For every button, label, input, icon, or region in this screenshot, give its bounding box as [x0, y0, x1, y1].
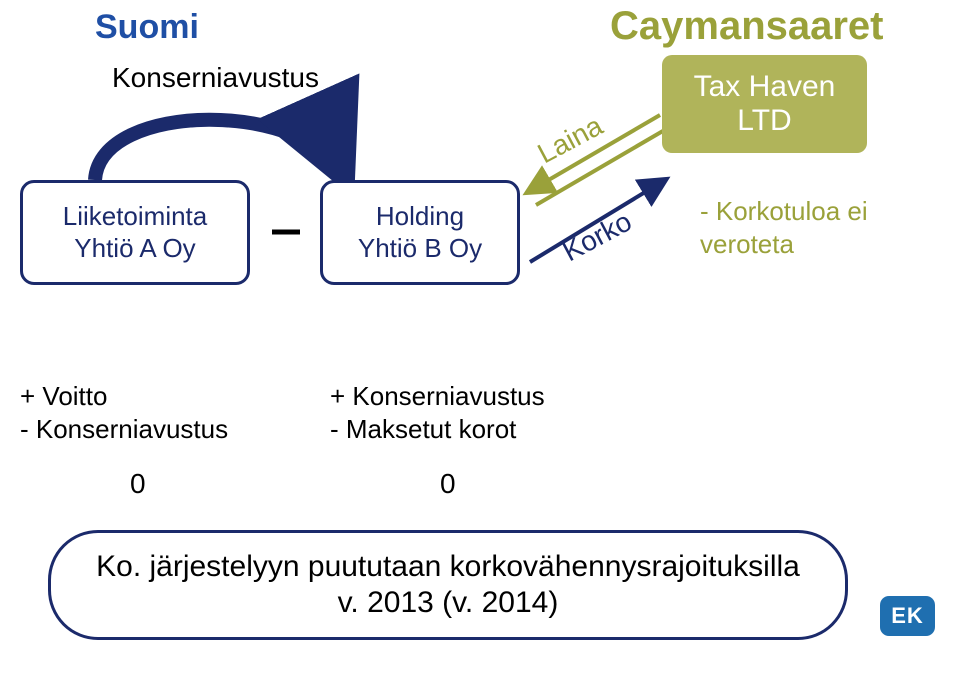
node-holding-label: Holding Yhtiö B Oy [358, 201, 482, 263]
title-cayman: Caymansaaret [610, 4, 884, 49]
calc-left-zero: 0 [130, 468, 146, 500]
label-konserniavustus: Konserniavustus [112, 62, 319, 94]
node-liiketoiminta: Liiketoiminta Yhtiö A Oy [20, 180, 250, 285]
ek-badge: EK [880, 596, 935, 636]
label-korkotulo: - Korkotuloa ei veroteta [700, 195, 868, 260]
node-holding: Holding Yhtiö B Oy [320, 180, 520, 285]
label-korko: Korko [557, 206, 637, 269]
label-laina: Laina [532, 110, 608, 170]
ek-badge-text: EK [891, 603, 924, 629]
calc-left: + Voitto - Konserniavustus [20, 380, 228, 445]
footer-box: Ko. järjestelyyn puututaan korkovähennys… [48, 530, 848, 640]
node-tax-haven: Tax Haven LTD [662, 55, 867, 153]
node-liiketoiminta-label: Liiketoiminta Yhtiö A Oy [63, 201, 208, 263]
calc-left-line2: - Konserniavustus [20, 413, 228, 446]
calc-right-zero: 0 [440, 468, 456, 500]
title-suomi: Suomi [95, 8, 199, 47]
node-tax-haven-label: Tax Haven LTD [694, 70, 836, 139]
arrow-konserniavustus [95, 120, 345, 180]
calc-right-line2: - Maksetut korot [330, 413, 545, 446]
calc-right-line1: + Konserniavustus [330, 380, 545, 413]
calc-left-line1: + Voitto [20, 380, 228, 413]
calc-right: + Konserniavustus - Maksetut korot [330, 380, 545, 445]
footer-text: Ko. järjestelyyn puututaan korkovähennys… [96, 549, 800, 621]
